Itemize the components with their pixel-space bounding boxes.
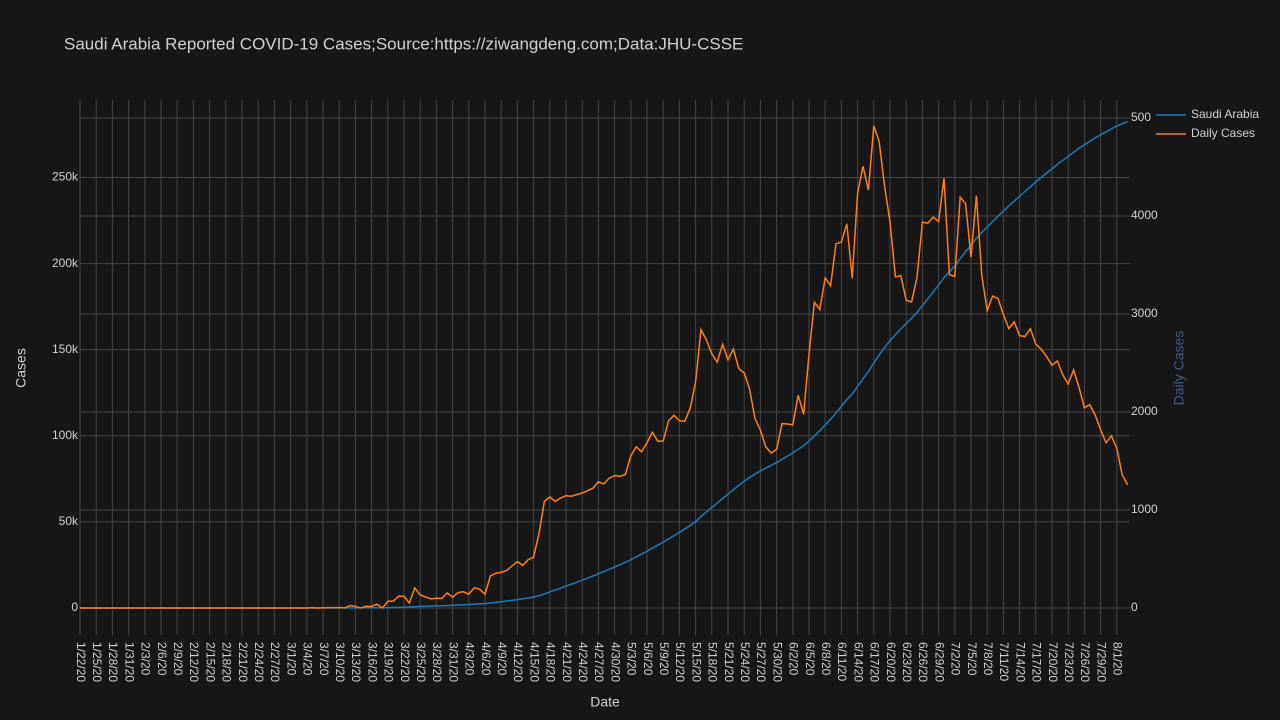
x-tick-label: 5/24/20	[738, 642, 752, 682]
y2-tick-label: 4000	[1131, 208, 1158, 222]
x-tick-label: 6/23/20	[900, 642, 914, 682]
y2-axis-title: Daily Cases	[1171, 331, 1187, 406]
x-tick-label: 7/2/20	[949, 642, 963, 676]
x-tick-label: 4/15/20	[527, 642, 541, 682]
x-tick-label: 7/23/20	[1062, 642, 1076, 682]
series-line	[80, 120, 1128, 609]
x-tick-label: 2/21/20	[236, 642, 250, 682]
x-tick-label: 2/27/20	[268, 642, 282, 682]
x-tick-label: 4/24/20	[576, 642, 590, 682]
y-axis-title: Cases	[13, 348, 29, 388]
y-tick-label: 50k	[59, 514, 79, 528]
x-tick-label: 2/9/20	[171, 642, 185, 676]
x-tick-label: 2/15/20	[203, 642, 217, 682]
x-tick-label: 4/21/20	[560, 642, 574, 682]
y2-tick-label: 0	[1131, 600, 1138, 614]
x-tick-label: 7/14/20	[1013, 642, 1027, 682]
y-tick-label: 200k	[52, 256, 79, 270]
x-tick-label: 6/17/20	[868, 642, 882, 682]
x-tick-label: 5/18/20	[706, 642, 720, 682]
x-tick-label: 5/27/20	[754, 642, 768, 682]
x-tick-label: 2/3/20	[139, 642, 153, 676]
x-tick-label: 6/11/20	[835, 642, 849, 681]
x-tick-label: 2/12/20	[187, 642, 201, 682]
x-tick-label: 4/30/20	[608, 642, 622, 682]
x-tick-label: 5/6/20	[641, 642, 655, 676]
x-tick-label: 6/2/20	[787, 642, 801, 676]
x-tick-label: 5/9/20	[657, 642, 671, 676]
x-tick-label: 4/27/20	[592, 642, 606, 682]
y-tick-label: 150k	[52, 342, 79, 356]
x-tick-label: 6/8/20	[819, 642, 833, 676]
y2-tick-label: 3000	[1131, 306, 1158, 320]
x-tick-label: 2/6/20	[155, 642, 169, 676]
x-tick-label: 4/18/20	[544, 642, 558, 682]
x-tick-label: 8/1/20	[1111, 642, 1125, 676]
x-tick-label: 3/16/20	[365, 642, 379, 682]
chart-title: Saudi Arabia Reported COVID-19 Cases;Sou…	[64, 34, 743, 53]
x-tick-label: 4/3/20	[463, 642, 477, 676]
x-tick-label: 4/6/20	[479, 642, 493, 676]
x-tick-label: 4/12/20	[511, 642, 525, 682]
x-tick-label: 5/3/20	[625, 642, 639, 676]
x-tick-label: 3/19/20	[382, 642, 396, 682]
x-tick-label: 7/17/20	[1030, 642, 1044, 682]
x-tick-label: 7/26/20	[1078, 642, 1092, 682]
x-tick-label: 7/20/20	[1046, 642, 1060, 682]
x-tick-label: 6/29/20	[932, 642, 946, 682]
x-tick-label: 5/30/20	[770, 642, 784, 682]
x-tick-label: 3/22/20	[398, 642, 412, 682]
x-tick-label: 3/13/20	[349, 642, 363, 682]
series-line	[80, 125, 1129, 610]
x-tick-label: 3/1/20	[284, 642, 298, 676]
x-tick-label: 1/31/20	[122, 642, 136, 682]
x-tick-label: 6/5/20	[803, 642, 817, 676]
x-tick-label: 3/25/20	[414, 642, 428, 682]
x-tick-label: 3/4/20	[301, 642, 315, 676]
x-tick-label: 1/28/20	[106, 642, 120, 682]
x-tick-label: 7/11/20	[997, 642, 1011, 681]
x-tick-label: 7/5/20	[965, 642, 979, 676]
x-tick-label: 7/29/20	[1094, 642, 1108, 682]
x-tick-label: 4/9/20	[495, 642, 509, 676]
y2-tick-label: 500	[1131, 110, 1151, 124]
y-tick-label: 100k	[52, 428, 79, 442]
y-tick-label: 0	[71, 600, 78, 614]
x-tick-label: 3/31/20	[446, 642, 460, 682]
legend-label: Daily Cases	[1191, 126, 1255, 140]
x-tick-label: 1/25/20	[90, 642, 104, 682]
x-tick-label: 6/14/20	[851, 642, 865, 682]
y2-tick-label: 2000	[1131, 404, 1158, 418]
x-tick-label: 3/28/20	[430, 642, 444, 682]
x-tick-label: 1/22/20	[74, 642, 88, 682]
x-tick-label: 7/8/20	[981, 642, 995, 676]
x-tick-label: 2/24/20	[252, 642, 266, 682]
x-axis-title: Date	[590, 694, 620, 710]
x-tick-label: 5/21/20	[722, 642, 736, 682]
x-tick-label: 5/12/20	[673, 642, 687, 682]
x-tick-label: 5/15/20	[689, 642, 703, 682]
x-tick-label: 3/7/20	[317, 642, 331, 676]
y2-tick-label: 1000	[1131, 502, 1158, 516]
x-tick-label: 6/26/20	[916, 642, 930, 682]
x-tick-label: 6/20/20	[884, 642, 898, 682]
legend-label: Saudi Arabia	[1191, 107, 1259, 121]
x-tick-label: 3/10/20	[333, 642, 347, 682]
y-tick-label: 250k	[52, 170, 79, 184]
x-tick-label: 2/18/20	[220, 642, 234, 682]
